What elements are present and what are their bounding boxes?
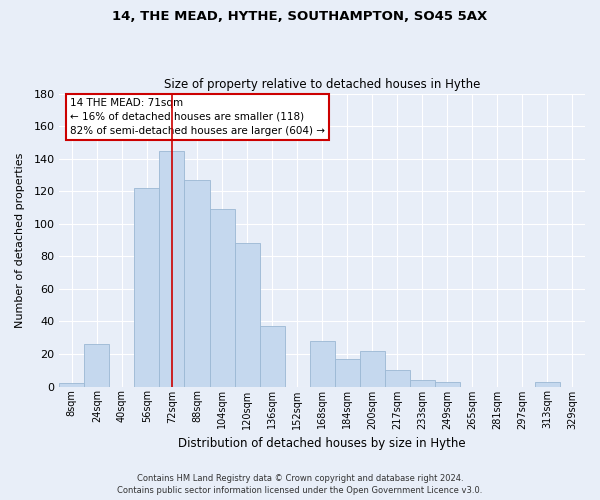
Bar bbox=[134, 188, 160, 386]
Bar bbox=[160, 150, 184, 386]
Bar bbox=[410, 380, 435, 386]
Text: 14 THE MEAD: 71sqm
← 16% of detached houses are smaller (118)
82% of semi-detach: 14 THE MEAD: 71sqm ← 16% of detached hou… bbox=[70, 98, 325, 136]
Bar bbox=[59, 384, 85, 386]
X-axis label: Distribution of detached houses by size in Hythe: Distribution of detached houses by size … bbox=[178, 437, 466, 450]
Bar bbox=[335, 359, 360, 386]
Bar bbox=[385, 370, 410, 386]
Text: 14, THE MEAD, HYTHE, SOUTHAMPTON, SO45 5AX: 14, THE MEAD, HYTHE, SOUTHAMPTON, SO45 5… bbox=[112, 10, 488, 23]
Bar bbox=[360, 350, 385, 386]
Bar bbox=[184, 180, 209, 386]
Bar bbox=[310, 341, 335, 386]
Bar bbox=[85, 344, 109, 387]
Y-axis label: Number of detached properties: Number of detached properties bbox=[15, 152, 25, 328]
Bar bbox=[435, 382, 460, 386]
Bar bbox=[535, 382, 560, 386]
Bar bbox=[235, 244, 260, 386]
Title: Size of property relative to detached houses in Hythe: Size of property relative to detached ho… bbox=[164, 78, 481, 91]
Bar bbox=[260, 326, 284, 386]
Text: Contains HM Land Registry data © Crown copyright and database right 2024.
Contai: Contains HM Land Registry data © Crown c… bbox=[118, 474, 482, 495]
Bar bbox=[209, 209, 235, 386]
